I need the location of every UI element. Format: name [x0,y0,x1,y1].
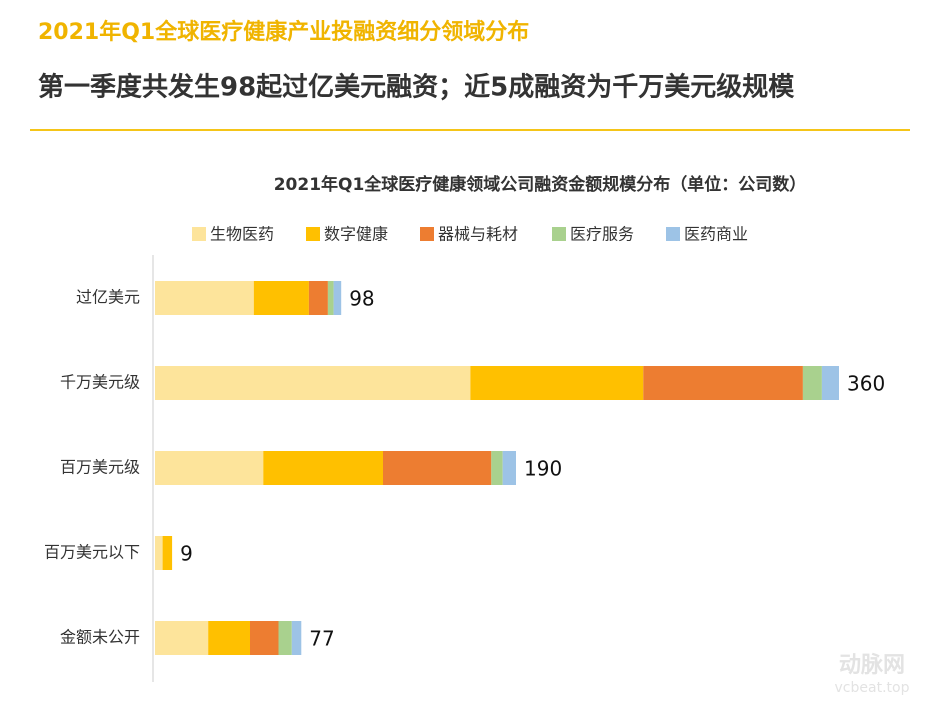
bar-segment [491,451,503,485]
legend-label: 医药商业 [684,225,748,244]
bar-segment [155,536,163,570]
bar-segment [208,621,250,655]
legend-swatch [420,227,434,241]
total-label: 360 [847,372,885,396]
bar-segment [383,451,492,485]
total-label: 190 [524,457,562,481]
bar-segment [643,366,803,400]
bar-segment [162,536,173,570]
legend-label: 数字健康 [324,225,388,244]
bar-segment [470,366,644,400]
legend-swatch [306,227,320,241]
subtitle: 第一季度共发生98起过亿美元融资；近5成融资为千万美元级规模 [38,72,795,103]
bar-segment [502,451,516,485]
bar-segment [291,621,302,655]
bar-segment [155,281,254,315]
bar-segment [327,281,334,315]
legend-swatch [192,227,206,241]
legend-swatch [666,227,680,241]
bar-segment [333,281,342,315]
bar-segment [263,451,383,485]
y-tick-label: 百万美元以下 [44,543,140,562]
legend-label: 生物医药 [210,225,274,244]
legend-swatch [552,227,566,241]
watermark-url: vcbeat.top [835,680,910,696]
bar-segment [155,621,209,655]
y-tick-label: 千万美元级 [60,373,140,392]
header-title: 2021年Q1全球医疗健康产业投融资细分领域分布 [38,19,529,45]
total-label: 98 [349,287,374,311]
bar-segment [278,621,292,655]
bar-segment [250,621,279,655]
bar-segment [821,366,839,400]
bar-segment [155,366,471,400]
legend-label: 器械与耗材 [438,225,518,244]
total-label: 9 [180,542,193,566]
legend-label: 医疗服务 [570,225,634,244]
total-label: 77 [309,627,334,651]
chart-title: 2021年Q1全球医疗健康领域公司融资金额规模分布（单位：公司数） [274,174,807,195]
bar-segment [155,451,264,485]
bar-segment [802,366,822,400]
bar-segment [253,281,309,315]
y-tick-label: 过亿美元 [76,288,140,307]
watermark: 动脉网 [839,653,905,678]
bar-segment [308,281,328,315]
y-tick-label: 金额未公开 [60,628,140,647]
y-tick-label: 百万美元级 [60,458,140,477]
